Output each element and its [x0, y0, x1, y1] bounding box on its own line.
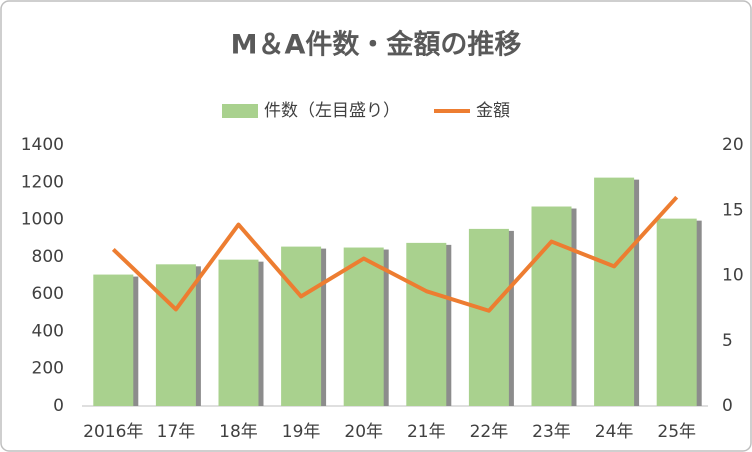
x-tick-label: 23年 [532, 422, 571, 442]
x-tick-label: 19年 [282, 422, 321, 442]
x-tick-label: 17年 [157, 422, 196, 442]
y2-tick-label: 5 [722, 331, 733, 351]
y2-tick-label: 10 [722, 266, 744, 286]
legend-label: 金額 [476, 101, 510, 121]
y-tick-label: 1400 [21, 135, 64, 155]
x-tick-label: 25年 [657, 422, 696, 442]
y-tick-label: 400 [32, 321, 64, 341]
y-tick-label: 200 [32, 359, 64, 379]
x-tick-label: 22年 [470, 422, 509, 442]
bar [218, 259, 259, 406]
y-tick-label: 0 [53, 396, 64, 416]
y-tick-label: 800 [32, 247, 64, 267]
bar [468, 228, 509, 406]
y2-tick-label: 20 [722, 135, 744, 155]
bar [531, 206, 572, 406]
x-tick-label: 24年 [595, 422, 634, 442]
bar [281, 246, 322, 406]
x-tick-label: 20年 [344, 422, 383, 442]
y-tick-label: 1000 [21, 210, 64, 230]
bar [406, 242, 447, 406]
legend-swatch [222, 104, 258, 118]
y2-tick-label: 15 [722, 200, 744, 220]
y2-tick-label: 0 [722, 396, 733, 416]
bar [656, 218, 697, 406]
bar [93, 274, 134, 406]
bar [155, 264, 196, 406]
x-tick-label: 18年 [219, 422, 258, 442]
chart-title: M＆A件数・金額の推移 [231, 29, 522, 61]
x-tick-label: 21年 [407, 422, 446, 442]
bar [594, 177, 635, 406]
bar [343, 247, 384, 406]
y-tick-label: 600 [32, 284, 64, 304]
y-tick-label: 1200 [21, 172, 64, 192]
x-tick-label: 2016年 [83, 422, 143, 442]
line [111, 195, 679, 313]
legend-label: 件数（左目盛り） [264, 101, 400, 121]
